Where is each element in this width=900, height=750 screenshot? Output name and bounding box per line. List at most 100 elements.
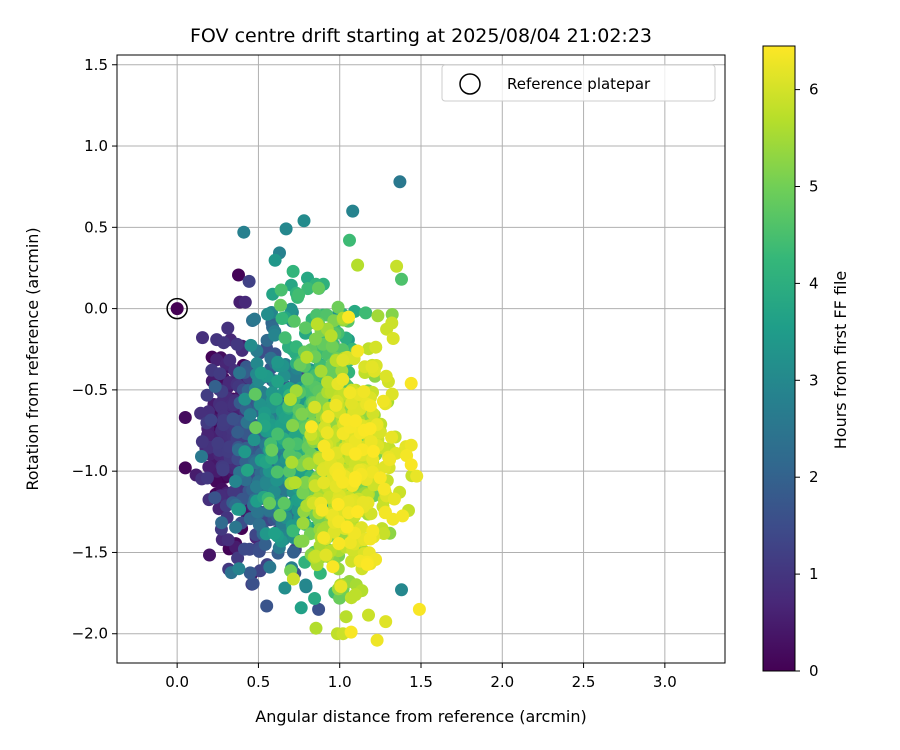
x-tick-label: 2.5 — [572, 673, 596, 691]
scatter-point — [231, 502, 245, 516]
scatter-point — [251, 505, 264, 519]
scatter-point — [237, 542, 251, 556]
scatter-point — [195, 450, 208, 463]
y-tick-label: 1.0 — [84, 137, 108, 155]
scatter-point — [230, 337, 244, 351]
scatter-point — [299, 578, 313, 592]
y-axis-ticks: −2.0 −1.5 −1.0 −0.5 0.0 0.5 1.0 1.5 — [72, 56, 117, 643]
scatter-point — [341, 495, 355, 509]
scatter-point — [336, 372, 350, 386]
scatter-point — [371, 309, 385, 323]
scatter-point — [339, 413, 352, 427]
scatter-point — [243, 408, 257, 422]
scatter-point — [309, 549, 323, 563]
scatter-point — [286, 264, 300, 278]
scatter-point — [364, 434, 378, 448]
scatter-point — [250, 480, 263, 494]
scatter-point — [324, 329, 338, 343]
scatter-point — [305, 420, 318, 434]
scatter-point — [223, 353, 237, 367]
scatter-point — [379, 369, 393, 383]
scatter-point — [258, 537, 272, 551]
scatter-point — [386, 332, 400, 345]
scatter-point — [178, 411, 192, 424]
scatter-point — [360, 558, 374, 571]
scatter-point — [378, 506, 392, 520]
scatter-point — [231, 425, 245, 439]
legend-box — [441, 64, 716, 102]
scatter-point — [320, 426, 334, 440]
legend-marker — [459, 73, 481, 95]
scatter-point — [343, 386, 357, 400]
scatter-point — [380, 322, 394, 336]
scatter-point — [271, 374, 285, 388]
scatter-point — [377, 527, 391, 540]
legend-entry-reference-platepar: Reference platepar — [507, 75, 651, 93]
scatter-point — [275, 312, 289, 325]
scatter-point — [271, 355, 285, 369]
scatter-point — [319, 548, 333, 562]
scatter-point — [334, 580, 348, 593]
colorbar-tick-label: 1 — [809, 565, 819, 583]
scatter-point — [195, 435, 209, 449]
scatter-point — [317, 531, 331, 545]
scatter-point — [340, 520, 354, 534]
scatter-point — [279, 222, 293, 236]
scatter-point — [370, 633, 384, 647]
scatter-point — [349, 588, 362, 602]
x-tick-label: 0.0 — [165, 673, 189, 691]
scatter-point — [344, 625, 358, 639]
scatter-point — [208, 380, 222, 393]
scatter-point — [412, 602, 426, 616]
scatter-point — [321, 410, 335, 423]
scatter-point — [366, 444, 380, 458]
colorbar-tick-label: 2 — [809, 468, 819, 486]
scatter-point — [178, 461, 192, 475]
scatter-point — [390, 259, 404, 273]
scatter-point — [321, 448, 335, 461]
reference-point-ring — [166, 297, 188, 320]
scatter-point — [229, 520, 243, 534]
scatter-point — [248, 387, 262, 401]
scatter-point — [232, 562, 246, 576]
scatter-point — [286, 524, 300, 538]
scatter-point — [273, 508, 287, 522]
scatter-point — [348, 447, 362, 461]
scatter-point — [312, 602, 326, 616]
scatter-point — [213, 367, 227, 381]
scatter-point — [342, 310, 356, 324]
x-tick-label: 1.0 — [328, 673, 352, 691]
scatter-point — [217, 336, 231, 350]
scatter-point — [249, 421, 263, 435]
y-axis-label: Rotation from reference (arcmin) — [23, 227, 42, 490]
scatter-point — [404, 438, 418, 452]
scatter-point — [357, 385, 371, 399]
scatter-point — [395, 583, 408, 597]
scatter-point — [216, 463, 230, 477]
scatter-point — [383, 453, 397, 467]
scatter-point — [261, 307, 274, 321]
scatter-point — [393, 175, 407, 189]
scatter-point — [200, 471, 214, 485]
colorbar-tick-label: 3 — [809, 371, 819, 389]
scatter-point — [227, 485, 241, 499]
scatter-point — [208, 491, 222, 505]
scatter-point — [366, 524, 380, 538]
y-tick-label: −2.0 — [72, 625, 108, 643]
colorbar-tick-label: 0 — [809, 662, 819, 680]
y-tick-label: −1.0 — [72, 462, 108, 480]
scatter-point — [246, 577, 260, 591]
scatter-point — [309, 621, 323, 635]
scatter-point — [385, 430, 399, 444]
scatter-point — [314, 364, 328, 378]
scatter-point — [369, 340, 383, 354]
scatter-point — [351, 344, 365, 358]
scatter-point — [221, 321, 235, 335]
scatter-point — [346, 204, 360, 218]
scatter-point — [243, 566, 257, 580]
scatter-point — [263, 560, 277, 574]
scatter-point — [274, 283, 288, 297]
x-tick-label: 3.0 — [653, 673, 677, 691]
colorbar-ticks: 0 1 2 3 4 5 6 — [795, 81, 819, 680]
scatter-point — [336, 475, 350, 489]
